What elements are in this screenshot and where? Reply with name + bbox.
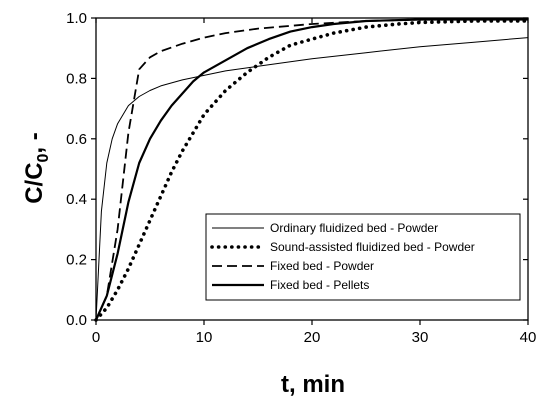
x-tick-label-0: 0: [92, 329, 100, 346]
x-axis-title: t, min: [281, 371, 345, 398]
y-axis-title-tail: , -: [21, 132, 48, 153]
series-line-2: [94, 19, 530, 322]
series-line-1: [95, 37, 529, 321]
legend-label-3: Fixed bed - Powder: [270, 259, 374, 273]
x-tick-label-1: 10: [196, 329, 213, 346]
legend-label-4: Fixed bed - Pellets: [270, 278, 369, 292]
legend: Ordinary fluidized bed - Powder Sound-ass…: [205, 213, 521, 301]
axes-layer: 0 10 20 30 40 0.0 0.2 0.4 0.6 0.8 1.0: [66, 10, 536, 346]
y-tick-label-2: 0.4: [66, 191, 87, 208]
series-layer: [94, 18, 530, 322]
series-line-4: [94, 18, 528, 321]
y-tick-label-4: 0.8: [66, 70, 87, 87]
legend-label-2: Sound-assisted fluidized bed - Powder: [270, 240, 475, 254]
y-tick-label-0: 0.0: [66, 312, 87, 329]
y-axis-title: C/C0, -: [21, 132, 52, 204]
y-tick-label-1: 0.2: [66, 252, 87, 269]
y-axis-title-main: C/C: [21, 162, 48, 203]
x-tick-label-3: 30: [412, 329, 429, 346]
y-tick-label-3: 0.6: [66, 131, 87, 148]
y-tick-label-5: 1.0: [66, 10, 87, 27]
x-tick-label-4: 40: [520, 329, 537, 346]
x-tick-label-2: 20: [304, 329, 321, 346]
legend-label-1: Ordinary fluidized bed - Powder: [270, 221, 438, 235]
y-axis-title-subscript: 0: [35, 153, 52, 162]
